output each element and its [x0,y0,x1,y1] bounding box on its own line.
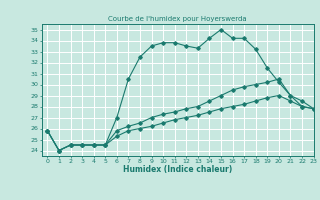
Title: Courbe de l'humidex pour Hoyerswerda: Courbe de l'humidex pour Hoyerswerda [108,16,247,22]
X-axis label: Humidex (Indice chaleur): Humidex (Indice chaleur) [123,165,232,174]
